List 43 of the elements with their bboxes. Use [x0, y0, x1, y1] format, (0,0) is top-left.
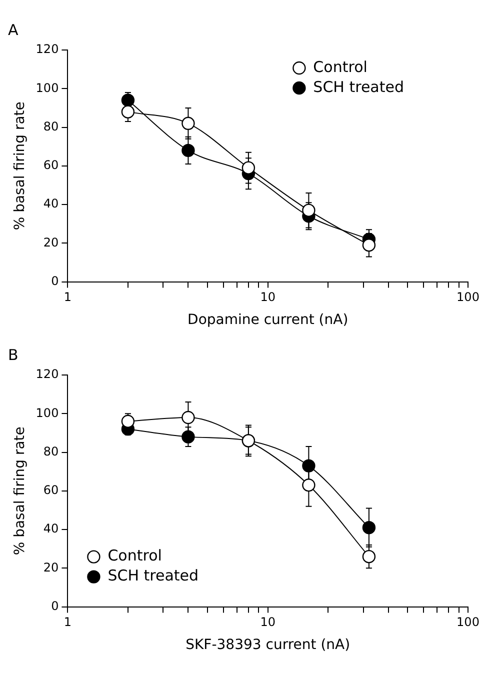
legend-label: SCH treated — [108, 566, 199, 585]
y-tick-label: 40 — [43, 196, 59, 211]
point — [182, 410, 195, 424]
y-tick-label: 60 — [43, 158, 59, 172]
x-tick-label: 10 — [260, 290, 276, 304]
y-tick-label: 120 — [36, 367, 59, 382]
point — [182, 144, 195, 158]
x-axis-title: Dopamine current (nA) — [188, 312, 348, 328]
point — [182, 116, 195, 130]
y-tick-label: 100 — [36, 80, 59, 95]
point — [362, 521, 376, 534]
point — [182, 430, 195, 444]
y-axis-title: % basal firing rate — [12, 102, 28, 230]
legend-label: Control — [313, 58, 368, 76]
point — [362, 238, 376, 252]
legend-label: Control — [108, 546, 162, 565]
y-tick-label: 0 — [51, 598, 59, 613]
x-axis-title: SKF-38393 current (nA) — [186, 637, 350, 654]
y-tick-label: 80 — [43, 444, 59, 458]
x-tick-label: 100 — [456, 290, 480, 304]
y-tick-label: 40 — [43, 522, 59, 536]
y-tick-label: 60 — [43, 483, 59, 498]
x-tick-label: 100 — [456, 615, 480, 630]
point — [302, 459, 316, 472]
point — [242, 161, 256, 174]
y-tick-label: 80 — [43, 119, 59, 134]
point — [121, 105, 135, 118]
y-tick-label: 120 — [36, 42, 59, 56]
x-tick-label: 1 — [64, 290, 72, 304]
chart-title: B — [8, 346, 18, 364]
y-tick-label: 20 — [43, 560, 59, 574]
y-tick-label: 0 — [51, 274, 59, 288]
point — [362, 550, 376, 564]
point — [302, 478, 316, 492]
legend-label: SCH treated — [313, 78, 404, 96]
y-axis-title: % basal firing rate — [12, 426, 28, 556]
point — [302, 204, 316, 217]
x-tick-label: 1 — [64, 615, 72, 630]
point — [121, 94, 135, 107]
x-tick-label: 10 — [260, 615, 276, 630]
chart-title: A — [8, 20, 19, 39]
y-tick-label: 20 — [43, 235, 59, 250]
y-tick-label: 100 — [36, 406, 59, 420]
